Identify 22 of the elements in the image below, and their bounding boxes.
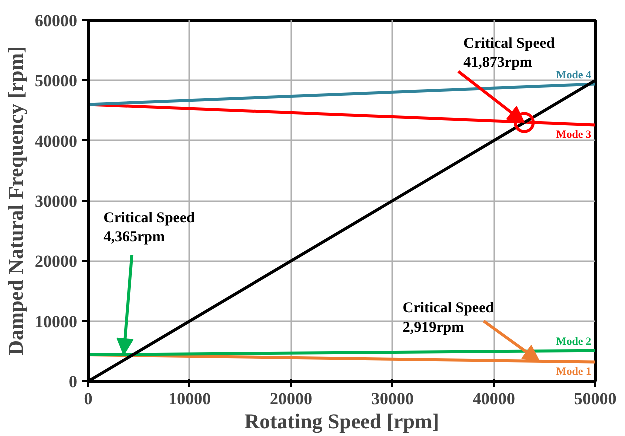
y-tick-label: 60000 bbox=[35, 12, 78, 30]
series-label: Mode 4 bbox=[556, 69, 592, 82]
x-tick-label: 30000 bbox=[371, 390, 414, 408]
y-tick-label: 50000 bbox=[35, 72, 78, 91]
annotation: Critical Speed 41,873rpm bbox=[464, 36, 556, 72]
y-tick-label: 40000 bbox=[35, 132, 78, 151]
y-tick-label: 30000 bbox=[35, 192, 78, 211]
series-label: Mode 2 bbox=[556, 336, 592, 348]
x-tick-label: 10000 bbox=[168, 390, 212, 408]
y-tick-label: 0 bbox=[69, 372, 78, 392]
annotation: Critical Speed 4,365rpm bbox=[104, 210, 196, 246]
x-axis-title: Rotating Speed [rpm] bbox=[244, 410, 440, 434]
x-tick-label: 20000 bbox=[270, 390, 313, 408]
x-tick-label: 50000 bbox=[574, 390, 617, 408]
annotation: Critical Speed 2,919rpm bbox=[402, 300, 495, 336]
x-tick-label: 0 bbox=[84, 390, 93, 408]
series-label: Mode 1 bbox=[556, 366, 592, 378]
y-tick-label: 10000 bbox=[35, 312, 78, 332]
y-tick-label: 20000 bbox=[35, 252, 78, 272]
y-axis-title: Damped Natural Frequency [rpm] bbox=[4, 46, 28, 356]
series-label: Mode 3 bbox=[556, 129, 592, 142]
x-tick-label: 40000 bbox=[472, 390, 516, 408]
